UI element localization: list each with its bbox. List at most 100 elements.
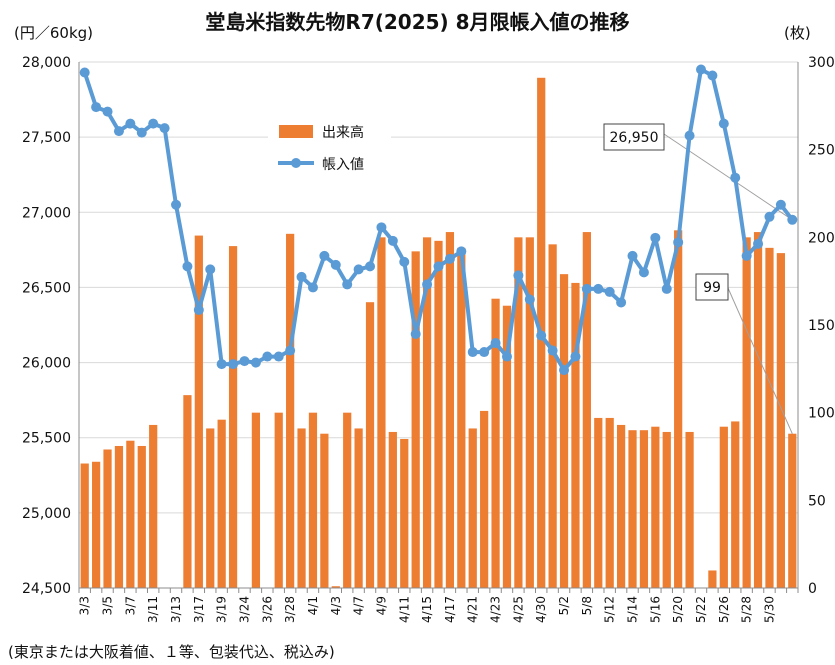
volume-bar <box>502 305 512 588</box>
x-tick-label: 5/8 <box>580 596 594 615</box>
volume-bar <box>719 426 728 588</box>
volume-bar <box>674 230 683 588</box>
settlement-point <box>433 261 444 272</box>
settlement-point <box>638 267 649 278</box>
x-tick-label: 5/2 <box>557 596 571 615</box>
x-tick-label: 5/22 <box>694 596 708 623</box>
settlement-point <box>456 246 467 257</box>
left-axis-tick-label: 24,500 <box>22 581 71 597</box>
settlement-point <box>524 294 535 305</box>
settlement-point <box>764 211 775 222</box>
volume-bar <box>354 428 363 588</box>
volume-bar <box>411 251 420 589</box>
x-tick-label: 3/28 <box>283 596 297 623</box>
volume-bar <box>605 417 614 588</box>
chart-title: 堂島米指数先物R7(2025) 8月限帳入値の推移 <box>205 10 630 34</box>
volume-bar <box>217 419 226 588</box>
volume-bar <box>731 421 740 588</box>
settlement-point <box>479 347 490 358</box>
axes <box>78 62 799 593</box>
legend: 出来高 帳入値 <box>268 110 391 182</box>
x-tick-label: 3/17 <box>192 596 206 623</box>
right-axis-tick-label: 300 <box>808 55 835 71</box>
settlement-point <box>787 214 798 225</box>
settlement-point <box>422 279 433 290</box>
volume-bar <box>445 232 455 588</box>
volume-bar <box>480 410 489 588</box>
volume-bar <box>468 428 477 588</box>
settlement-point <box>616 297 627 308</box>
volume-bar <box>149 424 158 588</box>
settlement-point <box>753 238 764 249</box>
volume-bar <box>434 240 443 588</box>
callout-leader-line <box>663 133 793 221</box>
volume-bar <box>559 274 569 588</box>
settlement-point <box>136 127 147 138</box>
x-tick-label: 4/21 <box>466 596 480 623</box>
settlement-point <box>205 264 216 275</box>
settlement-point <box>125 118 136 129</box>
volume-bar <box>422 237 432 589</box>
line-series-settlement <box>79 64 798 376</box>
volume-bar <box>742 237 751 589</box>
settlement-point <box>102 106 113 117</box>
volume-bar <box>514 237 523 589</box>
x-tick-label: 3/3 <box>78 596 92 615</box>
volume-bar <box>628 430 637 588</box>
callout-volume-box <box>695 273 729 301</box>
settlement-point <box>604 286 615 297</box>
right-axis-tick-label: 50 <box>808 493 826 509</box>
volume-bar <box>582 232 591 588</box>
x-tick-label: 5/20 <box>671 596 685 623</box>
volume-bar <box>685 431 694 588</box>
volume-bar <box>639 430 649 588</box>
settlement-point <box>707 70 718 81</box>
volume-bar <box>308 412 318 588</box>
volume-bar <box>80 463 89 588</box>
volume-bar <box>103 449 112 588</box>
settlement-point <box>193 304 204 315</box>
volume-bar <box>343 412 352 588</box>
left-axis-tick-label: 28,000 <box>22 55 71 71</box>
settlement-point <box>387 235 398 246</box>
settlement-point <box>684 130 695 141</box>
left-axis-tick-label: 25,500 <box>22 431 71 447</box>
x-tick-label: 4/23 <box>489 596 503 623</box>
right-axis-unit-label: (枚) <box>784 24 811 42</box>
settlement-point <box>307 282 318 293</box>
x-tick-label: 3/5 <box>101 596 115 615</box>
settlement-point <box>559 365 570 376</box>
volume-bar <box>765 247 774 588</box>
volume-bar <box>274 412 283 588</box>
right-axis-tick-label: 200 <box>808 230 835 246</box>
callout-price-label: 26,950 <box>610 130 659 146</box>
settlement-point <box>661 283 672 294</box>
volume-bar <box>206 428 215 588</box>
chart-canvas: 24,500 25,000 25,500 26,000 26,500 27,000 27,5… <box>22 55 835 623</box>
x-tick-label: 4/3 <box>329 596 343 615</box>
x-tick-label: 3/19 <box>215 596 229 623</box>
settlement-point <box>399 256 410 267</box>
left-axis-tick-label: 26,000 <box>22 356 71 372</box>
footnote: (東京または大阪着値、１等、包装代込、税込み) <box>8 643 335 661</box>
x-tick-label: 5/12 <box>603 596 617 623</box>
x-tick-label: 5/30 <box>762 596 776 623</box>
settlement-point <box>741 250 752 261</box>
volume-bar <box>776 253 785 588</box>
settlement-point <box>718 118 729 129</box>
volume-bar <box>377 237 386 589</box>
settlement-point <box>330 259 341 270</box>
volume-bar <box>788 433 797 588</box>
volume-bar <box>286 233 295 588</box>
left-axis-unit-label: (円／60kg) <box>14 24 93 42</box>
right-axis-tick-label: 250 <box>808 143 835 159</box>
settlement-point <box>262 351 273 362</box>
settlement-point <box>547 345 558 356</box>
settlement-point <box>239 356 250 367</box>
settlement-point <box>296 271 307 282</box>
volume-bar <box>365 302 375 588</box>
legend-box <box>268 110 391 182</box>
settlement-point <box>159 123 170 134</box>
volume-bar <box>548 244 557 588</box>
volume-bar <box>457 247 466 588</box>
